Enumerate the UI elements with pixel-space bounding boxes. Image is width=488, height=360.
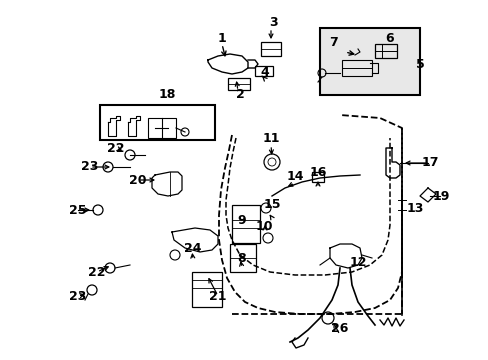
Text: 16: 16 bbox=[309, 166, 326, 179]
Text: 5: 5 bbox=[415, 58, 424, 72]
Bar bbox=[319, 28, 419, 95]
Bar bbox=[374, 44, 396, 58]
Text: 6: 6 bbox=[385, 31, 393, 45]
Text: 7: 7 bbox=[328, 36, 337, 49]
Bar bbox=[261, 42, 281, 56]
Text: 22: 22 bbox=[107, 141, 124, 154]
Text: 23: 23 bbox=[69, 289, 86, 302]
Bar bbox=[100, 105, 215, 140]
Text: 20: 20 bbox=[129, 174, 146, 186]
Text: 1: 1 bbox=[217, 31, 226, 45]
Bar bbox=[227, 78, 249, 90]
Bar bbox=[229, 244, 256, 272]
Text: 12: 12 bbox=[348, 256, 366, 269]
Bar bbox=[192, 272, 222, 307]
Text: 11: 11 bbox=[262, 132, 279, 145]
Bar bbox=[311, 172, 324, 182]
Bar bbox=[148, 118, 176, 138]
Text: 15: 15 bbox=[263, 198, 280, 211]
Text: 24: 24 bbox=[184, 242, 202, 255]
Text: 18: 18 bbox=[158, 89, 175, 102]
Text: 21: 21 bbox=[209, 289, 226, 302]
Text: 8: 8 bbox=[237, 252, 246, 265]
Text: 23: 23 bbox=[81, 161, 99, 174]
Bar bbox=[231, 205, 260, 243]
Text: 13: 13 bbox=[406, 202, 423, 215]
Text: 25: 25 bbox=[69, 203, 86, 216]
Text: 3: 3 bbox=[268, 15, 277, 28]
Text: 10: 10 bbox=[255, 220, 272, 233]
Text: 2: 2 bbox=[235, 89, 244, 102]
Text: 9: 9 bbox=[237, 213, 246, 226]
Text: 26: 26 bbox=[331, 321, 348, 334]
Text: 14: 14 bbox=[285, 170, 303, 183]
Bar bbox=[254, 66, 272, 76]
Bar bbox=[341, 60, 371, 76]
Text: 19: 19 bbox=[431, 189, 449, 202]
Text: 17: 17 bbox=[420, 157, 438, 170]
Text: 22: 22 bbox=[88, 266, 105, 279]
Text: 4: 4 bbox=[260, 66, 269, 78]
